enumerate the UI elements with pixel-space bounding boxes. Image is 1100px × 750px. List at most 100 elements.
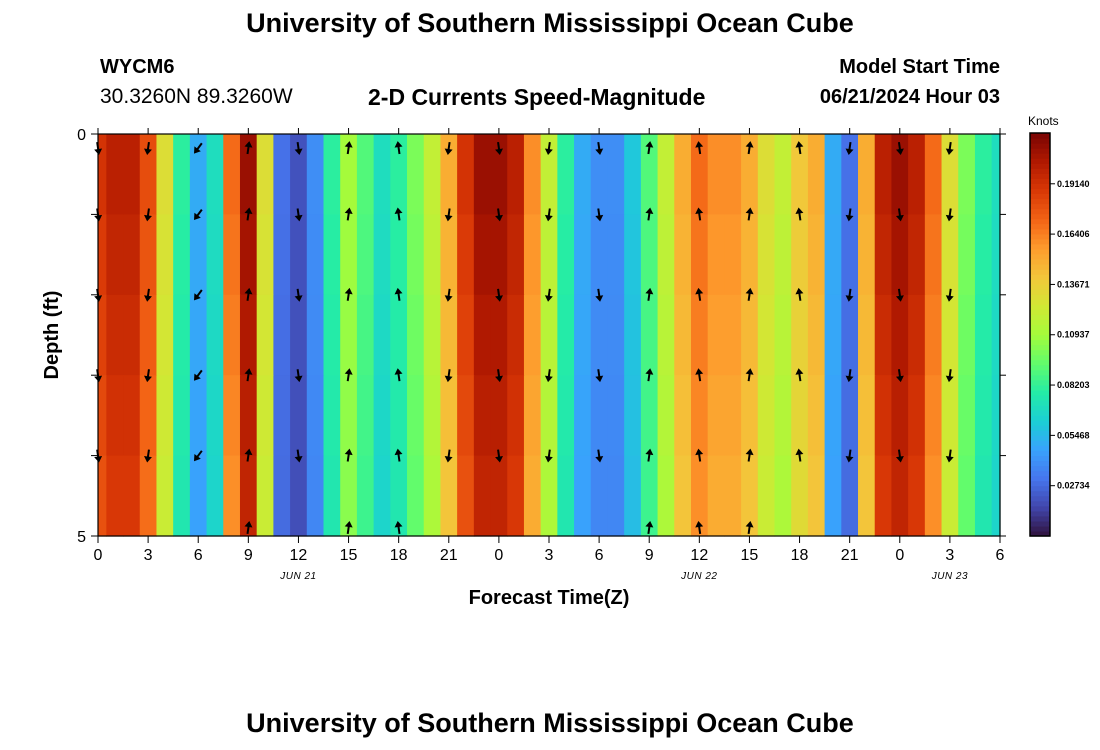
colorbar-segment: [1030, 324, 1050, 331]
heatmap-cell: [340, 134, 358, 215]
direction-arrow: [94, 369, 103, 383]
colorbar-segment: [1030, 430, 1050, 436]
heatmap-cell: [858, 134, 876, 215]
direction-arrow: [444, 208, 453, 222]
heatmap-cell: [490, 375, 508, 457]
direction-arrow: [645, 141, 654, 155]
heatmap-cell: [340, 294, 358, 376]
heatmap-cell: [640, 294, 659, 376]
heatmap-cell: [757, 375, 776, 457]
heatmap-cell: [523, 455, 542, 537]
heatmap-cell: [858, 375, 876, 457]
colorbar-segment: [1030, 500, 1050, 507]
heatmap-cell: [874, 455, 893, 537]
colorbar-segment: [1030, 208, 1050, 215]
direction-arrow: [495, 141, 503, 155]
colorbar-segment: [1030, 188, 1050, 195]
direction-arrow: [394, 287, 403, 301]
heatmap-cell: [540, 214, 558, 296]
heatmap-cell: [924, 294, 943, 376]
heatmap-cell: [941, 134, 959, 215]
heatmap-cell: [457, 455, 475, 537]
heatmap-cell: [590, 375, 609, 457]
heatmap-cell: [941, 214, 959, 296]
colorbar-segment: [1030, 279, 1050, 285]
x-tick-label: 12: [290, 547, 308, 564]
colorbar-tick-label: 0.16406: [1057, 229, 1090, 239]
heatmap-cell: [858, 214, 876, 296]
heatmap-cell: [523, 134, 542, 215]
heatmap-cell: [373, 134, 391, 215]
colorbar-segment: [1030, 143, 1050, 149]
heatmap-cell: [290, 214, 308, 296]
direction-arrow: [695, 141, 704, 155]
heatmap-cell: [774, 214, 792, 296]
x-date-label: JUN 22: [680, 571, 717, 582]
heatmap-cell: [757, 134, 776, 215]
heatmap-cell: [407, 214, 425, 296]
heatmap-cell: [774, 375, 792, 457]
heatmap-cell: [841, 134, 859, 215]
direction-arrow: [745, 207, 754, 221]
direction-arrow: [344, 287, 353, 301]
heatmap-cell: [624, 294, 642, 376]
colorbar-segment: [1030, 384, 1050, 391]
heatmap-cell: [958, 134, 976, 215]
heatmap-cell: [924, 455, 943, 537]
heatmap-cell: [373, 214, 391, 296]
heatmap-cell: [440, 455, 458, 537]
heatmap-cell: [540, 134, 558, 215]
heatmap-cell: [557, 214, 575, 296]
heatmap-cell: [624, 375, 642, 457]
heatmap-cell: [924, 214, 943, 296]
heatmap-cell: [106, 294, 124, 376]
heatmap-cell: [173, 455, 191, 537]
heatmap-cell: [407, 134, 425, 215]
heatmap-cell: [507, 455, 525, 537]
heatmap-cell: [891, 375, 909, 457]
colorbar-segment: [1030, 465, 1050, 472]
heatmap-cell: [590, 214, 609, 296]
direction-arrow: [294, 449, 303, 463]
heatmap-cell: [941, 375, 959, 457]
direction-arrow: [945, 288, 954, 302]
heatmap-cell: [774, 294, 792, 376]
x-tick-label: 9: [244, 547, 253, 564]
heatmap-cell: [473, 294, 492, 376]
direction-arrow: [595, 208, 604, 222]
heatmap-cell: [306, 134, 325, 215]
direction-arrow: [444, 449, 453, 463]
heatmap-cell: [757, 455, 776, 537]
direction-arrow: [344, 368, 353, 382]
heatmap-cell: [139, 134, 158, 215]
heatmap-cell: [473, 134, 492, 215]
direction-arrow: [595, 449, 604, 463]
heatmap-cell: [273, 134, 291, 215]
heatmap-cell: [390, 134, 408, 215]
heatmap-cell: [273, 375, 291, 457]
heatmap-cell: [757, 214, 776, 296]
heatmap-cell: [123, 455, 141, 537]
x-tick-label: 0: [494, 547, 503, 564]
x-tick-label: 3: [144, 547, 153, 564]
footer-title: University of Southern Mississippi Ocean…: [246, 708, 854, 738]
heatmap-cell: [98, 294, 107, 376]
heatmap-cell: [189, 294, 208, 376]
heatmap-cell: [858, 294, 876, 376]
direction-arrow: [695, 368, 704, 382]
heatmap-cell: [390, 294, 408, 376]
direction-arrow: [544, 208, 553, 222]
colorbar-segment: [1030, 374, 1050, 381]
heatmap-cell: [974, 455, 993, 537]
colorbar-segment: [1030, 480, 1050, 487]
heatmap-cell: [523, 214, 542, 296]
heatmap-cell: [891, 294, 909, 376]
heatmap-cell: [223, 214, 241, 296]
direction-arrow: [745, 368, 754, 382]
heatmap-cell: [123, 294, 141, 376]
heatmap-cell: [690, 294, 709, 376]
direction-arrow: [544, 141, 553, 155]
heatmap-cell: [590, 294, 609, 376]
colorbar-segment: [1030, 233, 1050, 240]
model-start-value: 06/21/2024 Hour 03: [819, 86, 1000, 108]
